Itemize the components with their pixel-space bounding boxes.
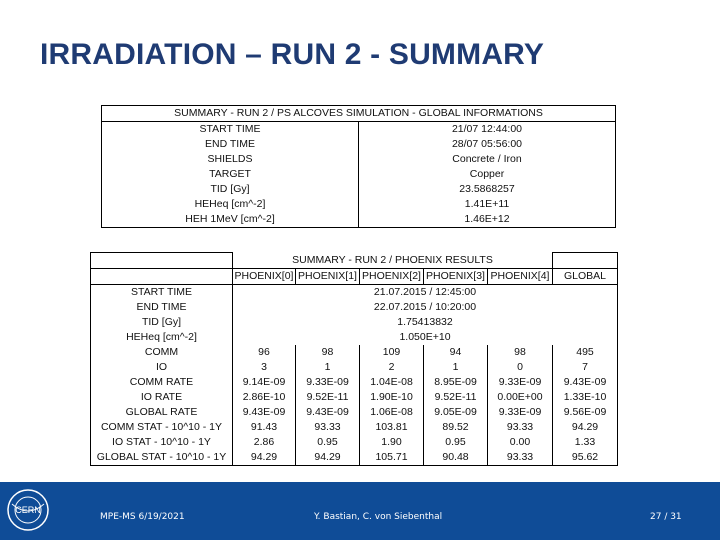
- table-cell: 94: [423, 345, 488, 360]
- global-info-header: SUMMARY - RUN 2 / PS ALCOVES SIMULATION …: [101, 105, 616, 122]
- table-cell: 9.52E-11: [295, 390, 360, 405]
- table-cell: 105.71: [359, 450, 424, 466]
- column-header: PHOENIX[4]: [487, 268, 553, 285]
- table-cell: 93.33: [487, 420, 553, 435]
- table-cell: 9.33E-09: [487, 405, 553, 420]
- table-cell: 94.29: [232, 450, 296, 466]
- column-header: PHOENIX[2]: [359, 268, 424, 285]
- table-cell: 1.90E-10: [359, 390, 424, 405]
- table-cell: 103.81: [359, 420, 424, 435]
- table-cell: 96: [232, 345, 296, 360]
- table-row-label: GLOBAL RATE: [90, 405, 233, 420]
- table-cell: 9.43E-09: [552, 375, 618, 390]
- table-cell: 0.95: [295, 435, 360, 450]
- table-row-value: 28/07 05:56:00: [358, 137, 616, 152]
- table-row-label: START TIME: [101, 121, 359, 137]
- column-header: GLOBAL: [552, 268, 618, 285]
- table-row-label: END TIME: [90, 300, 233, 315]
- table-cell: 9.14E-09: [232, 375, 296, 390]
- table-row-label: HEH 1MeV [cm^-2]: [101, 212, 359, 228]
- table-cell: 9.43E-09: [232, 405, 296, 420]
- table-row-label: COMM STAT - 10^10 - 1Y: [90, 420, 233, 435]
- table-row-label: HEHeq [cm^-2]: [101, 197, 359, 212]
- table-cell: 0.95: [423, 435, 488, 450]
- column-header: PHOENIX[1]: [295, 268, 360, 285]
- table-cell: 94.29: [295, 450, 360, 466]
- table-cell: 1: [295, 360, 360, 375]
- table-cell: 1.06E-08: [359, 405, 424, 420]
- table-row-value: 23.5868257: [358, 182, 616, 197]
- table-cell: 0.00: [487, 435, 553, 450]
- table-row-value: Concrete / Iron: [358, 152, 616, 167]
- table-row-value: 21/07 12:44:00: [358, 121, 616, 137]
- table-row-value: 22.07.2015 / 10:20:00: [232, 300, 618, 315]
- table-row-label: TID [Gy]: [90, 315, 233, 330]
- table-row-label: END TIME: [101, 137, 359, 152]
- table-row-label: COMM: [90, 345, 233, 360]
- table-row-value: 21.07.2015 / 12:45:00: [232, 284, 618, 300]
- table-row-value: 1.050E+10: [232, 330, 618, 345]
- table-cell: 7: [552, 360, 618, 375]
- table-cell: 2.86E-10: [232, 390, 296, 405]
- column-header: PHOENIX[3]: [423, 268, 488, 285]
- column-header: PHOENIX[0]: [232, 268, 296, 285]
- table-cell: 1: [423, 360, 488, 375]
- table-row-label: TID [Gy]: [101, 182, 359, 197]
- table-cell: 89.52: [423, 420, 488, 435]
- phoenix-results-header: SUMMARY - RUN 2 / PHOENIX RESULTS: [292, 253, 493, 266]
- phoenix-results-table: SUMMARY - RUN 2 / PHOENIX RESULTS PHOENI…: [90, 252, 618, 466]
- footer-date: MPE-MS 6/19/2021: [100, 512, 185, 522]
- table-row-label: TARGET: [101, 167, 359, 182]
- cern-logo-icon: CERN: [7, 489, 49, 531]
- table-cell: 0.00E+00: [487, 390, 553, 405]
- table-cell: 1.33: [552, 435, 618, 450]
- table-cell: 109: [359, 345, 424, 360]
- table-row-value: 1.75413832: [232, 315, 618, 330]
- table-cell: 9.05E-09: [423, 405, 488, 420]
- table-cell: 2: [359, 360, 424, 375]
- table-cell: 93.33: [487, 450, 553, 466]
- table-cell: 3: [232, 360, 296, 375]
- slide-title: IRRADIATION – RUN 2 - SUMMARY: [40, 38, 545, 71]
- table-cell: 91.43: [232, 420, 296, 435]
- table-row-label: START TIME: [90, 284, 233, 300]
- table-cell: 9.56E-09: [552, 405, 618, 420]
- table-row-label: IO: [90, 360, 233, 375]
- table-row-label: SHIELDS: [101, 152, 359, 167]
- table-row-value: 1.46E+12: [358, 212, 616, 228]
- table-cell: 98: [295, 345, 360, 360]
- table-cell: 8.95E-09: [423, 375, 488, 390]
- table-cell: 9.33E-09: [487, 375, 553, 390]
- footer-authors: Y. Bastian, C. von Siebenthal: [314, 512, 443, 522]
- table-cell: 94.29: [552, 420, 618, 435]
- table-cell: 9.33E-09: [295, 375, 360, 390]
- table-cell: 95.62: [552, 450, 618, 466]
- table-cell: 495: [552, 345, 618, 360]
- table-cell: 1.90: [359, 435, 424, 450]
- global-info-table: SUMMARY - RUN 2 / PS ALCOVES SIMULATION …: [101, 105, 616, 228]
- table-cell: 9.43E-09: [295, 405, 360, 420]
- table-row-label: HEHeq [cm^-2]: [90, 330, 233, 345]
- table-cell: 0: [487, 360, 553, 375]
- table-cell: 1.04E-08: [359, 375, 424, 390]
- table-cell: 98: [487, 345, 553, 360]
- table-cell: 93.33: [295, 420, 360, 435]
- table-row-label: IO STAT - 10^10 - 1Y: [90, 435, 233, 450]
- corner-cell: [90, 268, 233, 285]
- footer-bar: CERN MPE-MS 6/19/2021 Y. Bastian, C. von…: [0, 482, 720, 540]
- table-row-value: Copper: [358, 167, 616, 182]
- table-cell: 1.33E-10: [552, 390, 618, 405]
- table-row-label: GLOBAL STAT - 10^10 - 1Y: [90, 450, 233, 466]
- table-row-label: IO RATE: [90, 390, 233, 405]
- table-row-value: 1.41E+11: [358, 197, 616, 212]
- table-row-label: COMM RATE: [90, 375, 233, 390]
- table-cell: 2.86: [232, 435, 296, 450]
- logo-text: CERN: [15, 505, 41, 515]
- table-cell: 9.52E-11: [423, 390, 488, 405]
- table-cell: 90.48: [423, 450, 488, 466]
- page-number: 27 / 31: [650, 512, 682, 522]
